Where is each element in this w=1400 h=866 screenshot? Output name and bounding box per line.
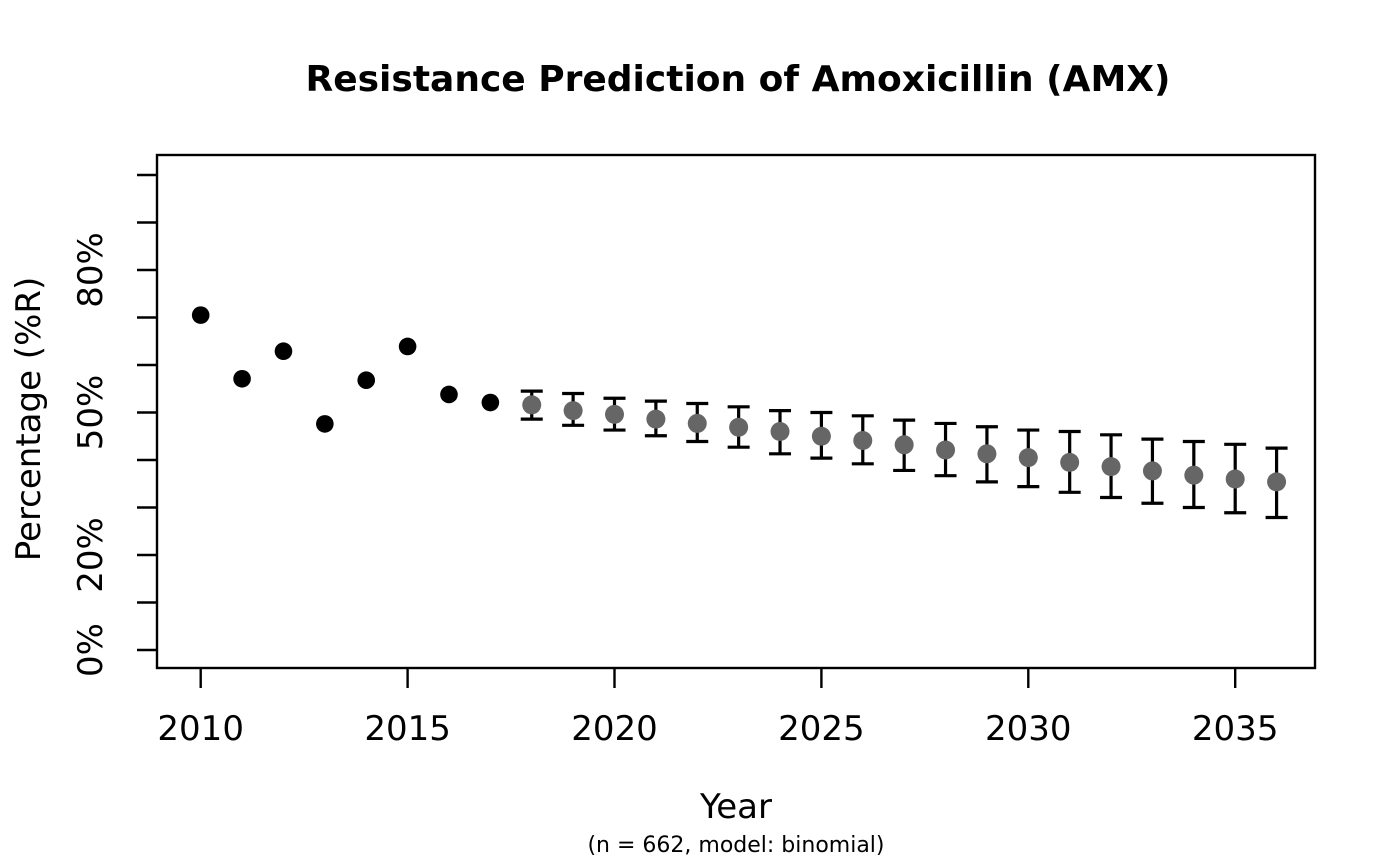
y-tick-label: 0% (71, 623, 111, 677)
predicted-point (770, 422, 790, 441)
predicted-point (522, 395, 542, 415)
predicted-point (811, 426, 831, 446)
observed-point (398, 337, 417, 356)
x-tick-label: 2010 (157, 709, 244, 749)
observed-point (316, 415, 334, 433)
predicted-point (894, 435, 914, 455)
y-axis-title: Percentage (%R) (9, 277, 49, 562)
predicted-point (563, 401, 583, 421)
y-tick-label: 20% (71, 517, 111, 593)
y-tick-label: 50% (71, 375, 111, 451)
chart-title: Resistance Prediction of Amoxicillin (AM… (305, 59, 1170, 100)
predicted-point (646, 409, 666, 429)
predicted-point (853, 431, 873, 451)
x-tick-label: 2025 (778, 709, 865, 749)
observed-point (233, 369, 251, 388)
observed-point (481, 393, 500, 412)
predicted-point (687, 413, 707, 433)
observed-point (440, 385, 458, 404)
predicted-point (1018, 448, 1038, 468)
observed-point (274, 342, 293, 361)
x-tick-label: 2035 (1192, 709, 1279, 749)
predicted-point (605, 404, 624, 424)
chart-subtitle: (n = 662, model: binomial) (587, 833, 884, 858)
observed-point (191, 306, 210, 324)
predicted-point (936, 440, 956, 460)
plot-box (155, 153, 1317, 670)
x-tick-label: 2020 (571, 709, 658, 749)
predicted-point (1142, 461, 1162, 481)
predicted-point (1060, 452, 1080, 472)
x-axis-title: Year (699, 787, 772, 827)
observed-point (357, 371, 376, 390)
predicted-point (977, 444, 997, 464)
predicted-point (1184, 465, 1204, 485)
plot-area: 0% 20% 50% 80% 2010 2015 2020 2025 2030 2035 (71, 153, 1317, 749)
predicted-point (729, 417, 749, 437)
predicted-point (1225, 469, 1245, 489)
y-tick-label: 80% (71, 232, 111, 308)
predicted-point (1101, 457, 1121, 477)
x-tick-label: 2015 (364, 709, 451, 749)
x-tick-label: 2030 (985, 709, 1072, 749)
predicted-point (1267, 472, 1287, 492)
